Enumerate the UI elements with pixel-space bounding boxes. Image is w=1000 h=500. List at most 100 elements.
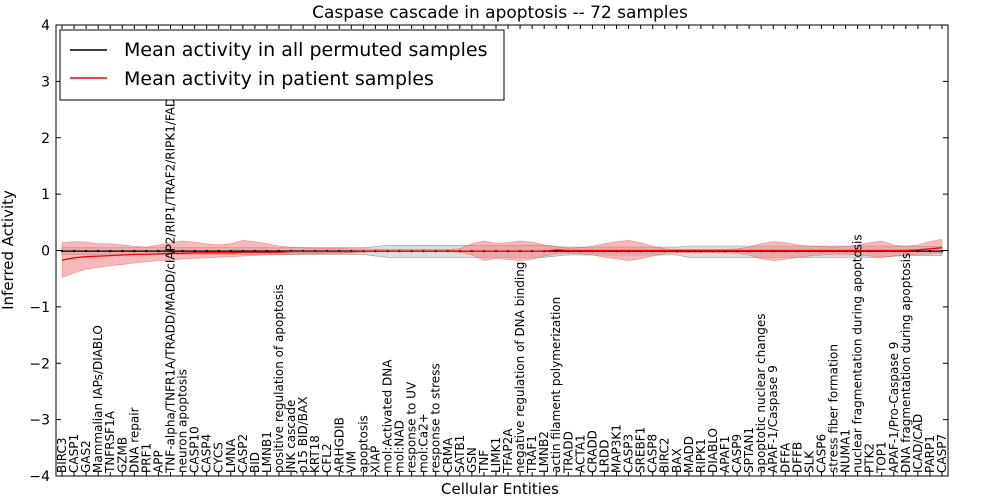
point-series-0-11 xyxy=(193,249,196,253)
confidence-bands xyxy=(61,238,943,279)
category-label-26: XIAP xyxy=(368,446,382,473)
category-label-19: JNK cascade xyxy=(284,400,298,474)
point-series-0-8 xyxy=(157,249,160,253)
category-label-57: SPTAN1 xyxy=(742,427,756,473)
category-label-50: BIRC2 xyxy=(658,437,672,473)
category-label-42: TRADD xyxy=(561,431,575,474)
point-series-0-4 xyxy=(109,249,112,253)
category-label-21: KRT18 xyxy=(308,435,322,473)
plot-frame xyxy=(55,24,949,477)
point-series-0-10 xyxy=(181,249,184,253)
category-label-34: GSN xyxy=(465,447,479,473)
legend-label-permuted: Mean activity in all permuted samples xyxy=(124,39,487,61)
y-axis-ticks: −4 −3 −2 −1 0 1 2 3 4 xyxy=(29,18,948,485)
point-series-0-0 xyxy=(60,249,64,253)
legend-box xyxy=(59,29,505,101)
category-label-7: PRF1 xyxy=(139,443,153,473)
category-label-33: SATB1 xyxy=(453,435,467,473)
category-label-55: APAF1 xyxy=(718,436,732,473)
category-label-65: NUMA1 xyxy=(839,429,853,473)
category-label-9: TNF-alpha/TNFR1A/TRADD/MADD/cIAP2/RIP1/T… xyxy=(164,89,178,474)
y-tick-label-0: 0 xyxy=(41,244,50,260)
band-series-1 xyxy=(61,238,943,279)
category-label-27: mol:Activated DNA xyxy=(381,359,395,473)
category-label-47: CASP3 xyxy=(622,434,636,473)
category-label-72: PARP1 xyxy=(923,435,937,473)
category-label-0: BIRC3 xyxy=(55,437,69,473)
category-label-62: SLK xyxy=(802,450,816,473)
y-tick-label--2: −2 xyxy=(29,356,50,372)
point-series-0-12 xyxy=(205,249,208,253)
category-label-32: CRMA xyxy=(441,437,455,473)
category-label-39: TRAF1 xyxy=(525,435,539,474)
category-label-61: DFFB xyxy=(790,442,804,473)
category-label-1: CASP1 xyxy=(67,434,81,473)
category-label-18: positive regulation of apoptosis xyxy=(272,284,286,473)
legend: Mean activity in all permuted samples Me… xyxy=(59,29,505,101)
y-tick-label--4: −4 xyxy=(29,469,50,485)
category-label-38: negative regulation of DNA binding xyxy=(513,262,527,473)
category-label-15: CASP2 xyxy=(236,434,250,473)
category-label-13: CYCS xyxy=(212,442,226,473)
point-series-0-3 xyxy=(97,249,100,253)
y-tick-label--1: −1 xyxy=(29,300,50,316)
series-lines xyxy=(60,247,944,261)
point-series-0-13 xyxy=(217,249,220,253)
category-label-4: TNFRSF1A xyxy=(103,410,117,474)
category-label-10: neuron apoptosis xyxy=(176,369,190,473)
y-tick-label-2: 2 xyxy=(41,131,50,147)
category-label-5: GZMB xyxy=(115,437,129,473)
category-label-40: LMNB2 xyxy=(537,431,551,473)
category-label-69: APAF-1/Pro-Caspase 9 xyxy=(887,342,901,473)
category-label-67: PTK2 xyxy=(863,443,877,473)
category-label-35: TNF xyxy=(477,450,491,474)
category-label-51: BAX xyxy=(670,448,684,473)
category-label-52: MADD xyxy=(682,436,696,473)
category-label-22: CFL2 xyxy=(320,443,334,473)
category-label-20: p15 BID/BAX xyxy=(296,397,310,473)
category-label-11: CASP10 xyxy=(188,426,202,473)
category-label-12: CASP4 xyxy=(200,434,214,473)
category-label-31: response to stress xyxy=(429,363,443,473)
category-label-37: TFAP2A xyxy=(501,428,515,474)
category-label-24: VIM xyxy=(344,451,358,473)
category-label-28: mol:NAD xyxy=(393,420,407,473)
category-label-23: ARHGDIB xyxy=(332,417,346,473)
category-label-59: APAF-1/Caspase 9 xyxy=(766,365,780,473)
category-label-3: Mammalian IAPs/DIABLO xyxy=(91,325,105,473)
category-label-44: CRADD xyxy=(585,430,599,473)
category-label-60: DFFA xyxy=(778,442,792,473)
category-label-58: apoptotic nuclear changes xyxy=(754,314,768,473)
point-series-0-72 xyxy=(928,249,932,253)
category-label-49: CASP8 xyxy=(646,434,660,473)
category-label-2: GAS2 xyxy=(79,440,93,473)
point-series-0-6 xyxy=(133,249,136,253)
category-label-63: CASP6 xyxy=(815,434,829,473)
category-label-68: TOP1 xyxy=(875,441,889,474)
category-label-25: apoptosis xyxy=(356,415,370,473)
category-label-41: actin filament polymerization xyxy=(549,297,563,473)
category-label-6: DNA repair xyxy=(127,407,141,473)
point-series-0-9 xyxy=(169,249,172,253)
category-label-8: APP xyxy=(151,450,165,473)
category-label-70: DNA fragmentation during apoptosis xyxy=(899,253,913,473)
y-tick-label-1: 1 xyxy=(41,187,50,203)
category-label-54: DIABLO xyxy=(706,428,720,473)
category-label-14: LMNA xyxy=(224,438,238,473)
category-label-36: LIMK1 xyxy=(489,437,503,473)
category-label-29: response to UV xyxy=(405,381,419,473)
line-series-1 xyxy=(61,247,943,261)
category-label-17: LMNB1 xyxy=(260,431,274,473)
category-label-48: SREBF1 xyxy=(634,427,648,473)
category-label-16: BID xyxy=(248,452,262,473)
point-series-0-14 xyxy=(229,249,232,253)
point-series-0-1 xyxy=(72,249,76,253)
y-tick-label--3: −3 xyxy=(29,413,50,429)
point-series-0-2 xyxy=(84,249,88,253)
x-axis-label: Cellular Entities xyxy=(441,480,559,498)
category-label-46: MAP3K1 xyxy=(610,424,624,473)
point-series-0-5 xyxy=(121,249,124,253)
category-label-56: CASP9 xyxy=(730,434,744,473)
